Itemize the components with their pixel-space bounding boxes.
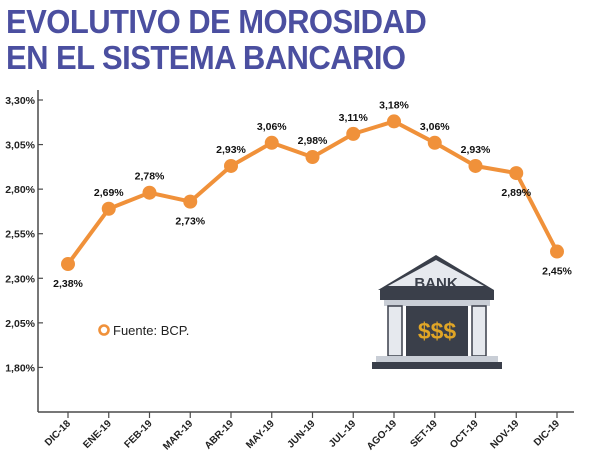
x-tick-label: FEB-19: [122, 418, 154, 450]
bank-sign-text: BANK: [414, 275, 457, 292]
x-tick-label: DIC-19: [532, 418, 562, 448]
data-point: [264, 135, 279, 150]
data-point: [183, 194, 198, 209]
x-tick-label: AGO-19: [365, 418, 399, 452]
x-tick-label: NOV-19: [488, 418, 521, 451]
data-label: 2,69%: [94, 187, 124, 199]
data-label: 2,38%: [53, 278, 83, 290]
data-label: 2,89%: [501, 187, 531, 199]
y-tick-label: 3,05%: [5, 140, 35, 152]
y-tick-label: 2,05%: [5, 318, 35, 330]
legend-text: Fuente: BCP.: [113, 323, 189, 338]
data-point: [61, 257, 75, 272]
x-tick-label: OCT-19: [448, 418, 481, 451]
data-point: [101, 201, 116, 216]
x-tick-label: ABR-19: [203, 418, 237, 452]
data-point: [509, 166, 524, 181]
chart-title-line-2: EN EL SISTEMA BANCARIO: [6, 39, 406, 76]
x-tick-label: JUN-19: [285, 418, 317, 450]
y-tick-label: 2,55%: [5, 229, 35, 241]
y-tick-label: 1,80%: [5, 362, 35, 374]
data-point: [142, 185, 157, 200]
x-tick-label: JUL-19: [327, 418, 359, 450]
data-label: 2,78%: [135, 171, 165, 183]
data-labels: 2,38% 2,69% 2,78% 2,73% 2,93% 3,06% 2,98% 3,11%…: [53, 99, 572, 290]
bank-money-text: $$$: [418, 318, 457, 344]
y-tick-label: 3,30%: [5, 95, 35, 107]
data-label: 2,93%: [216, 144, 246, 156]
chart-title: EVOLUTIVO DE MOROSIDAD EN EL SISTEMA BAN…: [6, 4, 596, 76]
x-tick-label: ENE-19: [81, 418, 114, 451]
x-axis-ticks: DIC-18 ENE-19 FEB-19 MAR-19 ABR-19 MAY-19 JUN-…: [43, 412, 562, 452]
data-point: [468, 158, 483, 173]
data-point: [387, 114, 401, 129]
data-point: [346, 126, 361, 141]
y-tick-label: 2,80%: [5, 184, 35, 196]
data-label: 2,73%: [175, 216, 205, 228]
series-line-group: [61, 114, 564, 272]
data-label: 3,11%: [339, 112, 369, 124]
bank-building-icon: BANK $$$: [372, 255, 502, 369]
x-tick-label: MAY-19: [244, 418, 277, 451]
data-point: [550, 244, 564, 259]
data-label: 3,18%: [379, 99, 409, 111]
data-point: [224, 158, 238, 173]
x-tick-label: MAR-19: [161, 418, 195, 452]
x-tick-label: SET-19: [409, 418, 441, 450]
data-point: [305, 150, 320, 165]
y-tick-label: 2,30%: [5, 273, 35, 285]
data-label: 2,93%: [461, 144, 491, 156]
x-tick-label: DIC-18: [43, 418, 73, 448]
data-label: 2,98%: [298, 135, 328, 147]
legend: Fuente: BCP.: [98, 323, 189, 338]
orange-circle-icon: [98, 324, 110, 336]
data-point: [427, 135, 442, 150]
data-label: 3,06%: [420, 121, 450, 133]
y-axis-ticks: 1,80% 2,05% 2,30% 2,55% 2,80% 3,05% 3,30%: [5, 95, 43, 374]
chart-title-line-1: EVOLUTIVO DE MOROSIDAD: [6, 3, 427, 40]
data-label: 3,06%: [257, 121, 287, 133]
chart-axes: [37, 90, 574, 413]
data-label: 2,45%: [542, 266, 572, 278]
